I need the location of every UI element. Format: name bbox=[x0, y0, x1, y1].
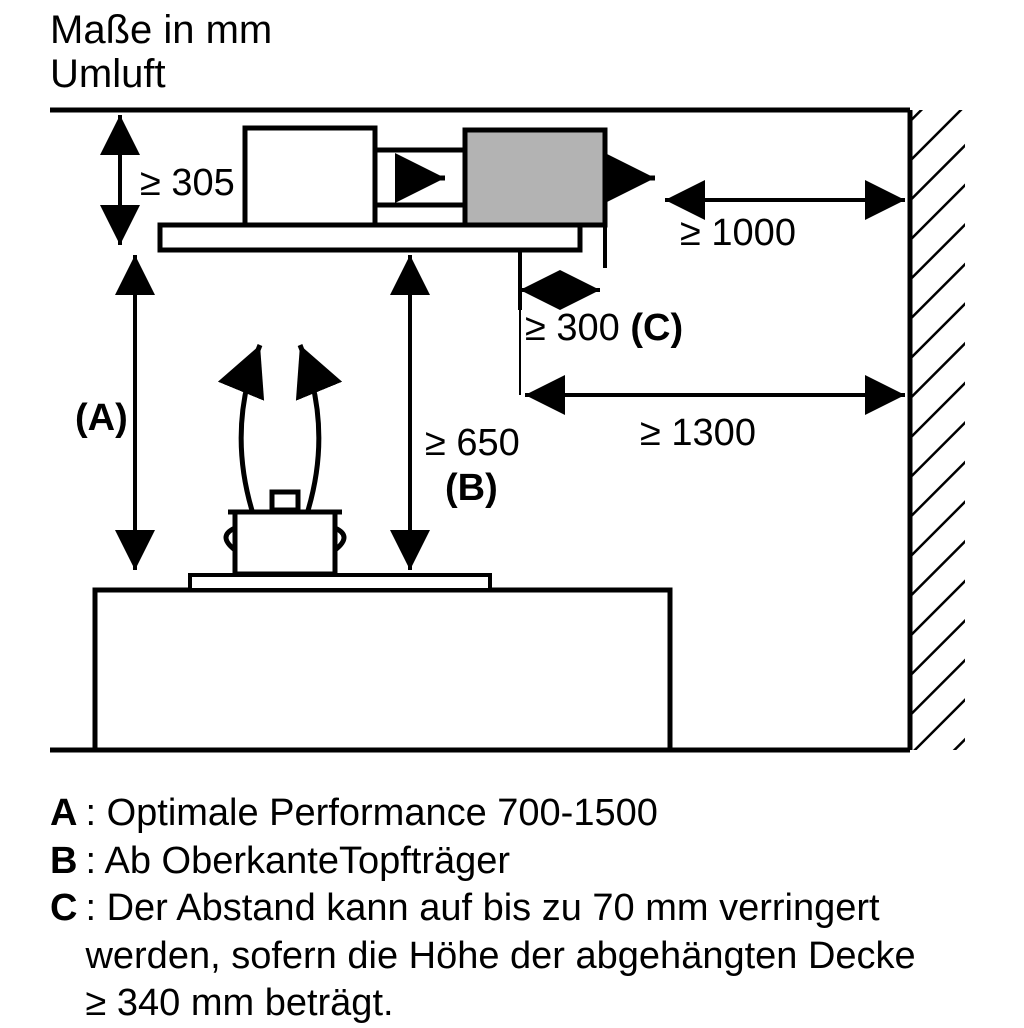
legend-text-C: : Der Abstand kann auf bis zu 70 mm verr… bbox=[77, 885, 930, 1028]
svg-text:≥ 300 (C): ≥ 300 (C) bbox=[525, 307, 683, 349]
label-A: (A) bbox=[75, 397, 128, 439]
dim-650: ≥ 650 bbox=[425, 422, 520, 464]
dim-1300: ≥ 1300 bbox=[640, 412, 756, 454]
legend-row-A: A : Optimale Performance 700-1500 bbox=[50, 790, 930, 838]
legend-key-C: C bbox=[50, 885, 77, 1028]
legend-key-B: B bbox=[50, 838, 77, 886]
legend-row-B: B : Ab OberkanteTopfträger bbox=[50, 838, 930, 886]
dim-1000: ≥ 1000 bbox=[680, 212, 796, 254]
legend: A : Optimale Performance 700-1500 B : Ab… bbox=[50, 790, 930, 1028]
legend-text-A: : Optimale Performance 700-1500 bbox=[77, 790, 657, 838]
legend-text-B: : Ab OberkanteTopfträger bbox=[77, 838, 510, 886]
legend-row-C: C : Der Abstand kann auf bis zu 70 mm ve… bbox=[50, 885, 930, 1028]
dim-305: ≥ 305 bbox=[140, 162, 235, 204]
legend-key-A: A bbox=[50, 790, 77, 838]
dim-650-label: (B) bbox=[445, 467, 498, 509]
